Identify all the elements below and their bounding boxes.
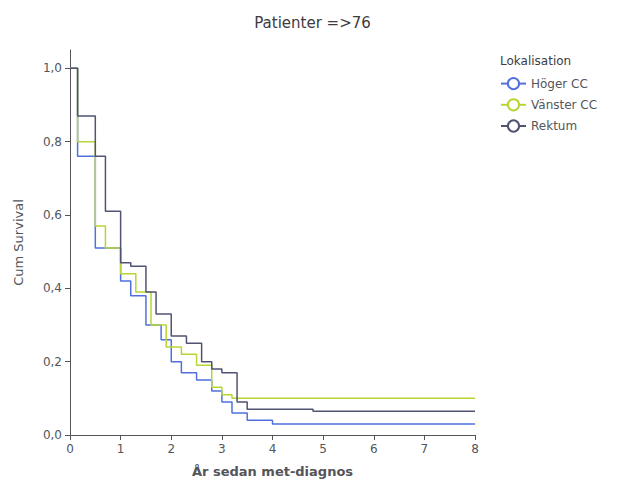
svg-text:0,4: 0,4 <box>43 281 62 295</box>
svg-text:0,2: 0,2 <box>43 355 62 369</box>
svg-text:7: 7 <box>421 442 429 456</box>
svg-text:Rektum: Rektum <box>531 119 577 133</box>
svg-text:5: 5 <box>319 442 327 456</box>
svg-text:2: 2 <box>167 442 175 456</box>
svg-text:0,8: 0,8 <box>43 135 62 149</box>
svg-text:0,6: 0,6 <box>43 208 62 222</box>
svg-text:1: 1 <box>117 442 125 456</box>
svg-text:Vänster CC: Vänster CC <box>531 98 597 112</box>
svg-text:Lokalisation: Lokalisation <box>500 54 571 68</box>
svg-text:3: 3 <box>218 442 226 456</box>
svg-text:0: 0 <box>66 442 74 456</box>
svg-text:Höger CC: Höger CC <box>531 77 588 91</box>
svg-text:6: 6 <box>370 442 378 456</box>
svg-text:4: 4 <box>269 442 277 456</box>
svg-text:0,0: 0,0 <box>43 428 62 442</box>
svg-text:1,0: 1,0 <box>43 61 62 75</box>
svg-text:Cum Survival: Cum Survival <box>11 199 26 286</box>
svg-text:År sedan met-diagnos: År sedan met-diagnos <box>192 464 353 479</box>
svg-text:8: 8 <box>471 442 479 456</box>
svg-text:Patienter =>76: Patienter =>76 <box>254 14 371 32</box>
